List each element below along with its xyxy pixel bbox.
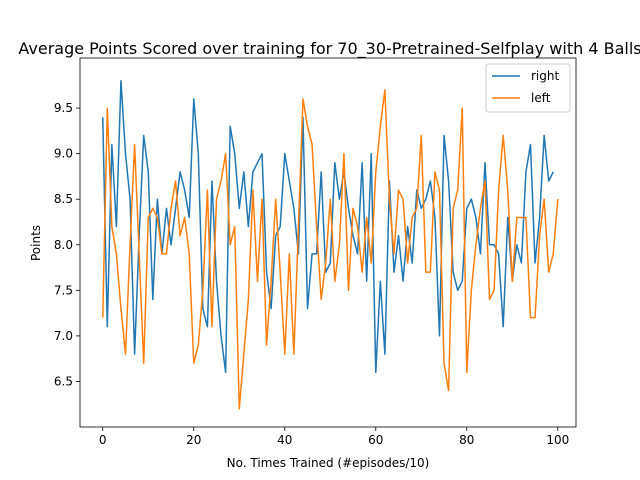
x-tick-label: 80 bbox=[459, 433, 474, 447]
x-axis-label: No. Times Trained (#episodes/10) bbox=[227, 456, 430, 470]
series-line-right bbox=[102, 80, 554, 374]
y-tick-label: 8.5 bbox=[54, 192, 73, 206]
x-tick-label: 20 bbox=[186, 433, 201, 447]
legend: right left bbox=[485, 63, 571, 113]
y-tick-label: 8.0 bbox=[54, 238, 73, 252]
legend-label-right: right bbox=[531, 69, 559, 83]
x-tick-label: 60 bbox=[368, 433, 383, 447]
y-tick-label: 7.5 bbox=[54, 283, 73, 297]
chart-title: Average Points Scored over training for … bbox=[18, 39, 640, 59]
y-tick-label: 9.0 bbox=[54, 147, 73, 161]
series-line-left bbox=[102, 89, 559, 410]
y-tick-label: 9.5 bbox=[54, 101, 73, 115]
x-tick-label: 100 bbox=[546, 433, 569, 447]
y-axis-ticks: 6.5 7.0 7.5 8.0 8.5 9.0 9.5 bbox=[54, 101, 80, 388]
x-tick-label: 0 bbox=[99, 433, 107, 447]
plot-lines bbox=[102, 80, 559, 410]
x-axis-ticks: 0 20 40 60 80 100 bbox=[99, 427, 569, 447]
legend-label-left: left bbox=[531, 91, 551, 105]
y-axis-label: Points bbox=[29, 225, 43, 261]
y-tick-label: 7.0 bbox=[54, 329, 73, 343]
plot-frame bbox=[79, 57, 577, 428]
y-tick-label: 6.5 bbox=[54, 374, 73, 388]
x-tick-label: 40 bbox=[277, 433, 292, 447]
